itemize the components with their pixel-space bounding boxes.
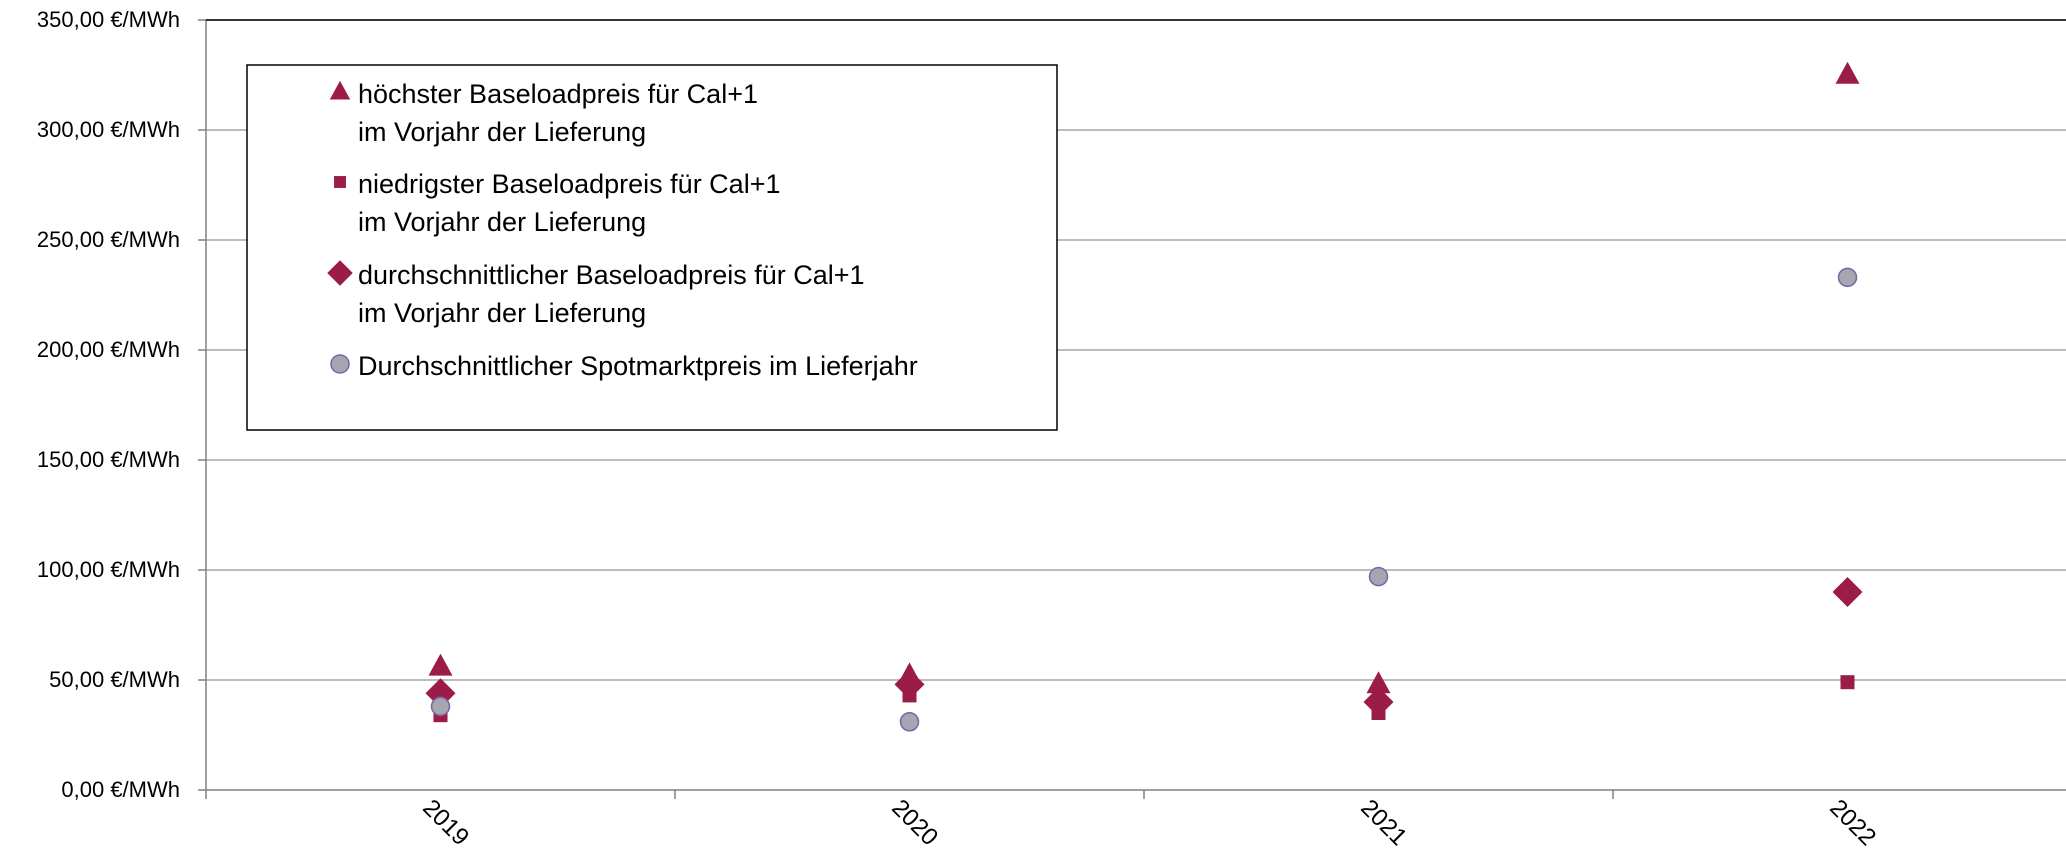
- y-tick-label: 300,00 €/MWh: [37, 117, 180, 142]
- y-axis-ticks: 0,00 €/MWh 50,00 €/MWh 100,00 €/MWh 150,00 …: [37, 7, 206, 802]
- square-point: [1840, 675, 1855, 690]
- x-tick-label: 2019: [417, 794, 474, 851]
- legend-item: Durchschnittlicher Spotmarktpreis im Lie…: [330, 351, 918, 381]
- y-tick-label: 250,00 €/MWh: [37, 227, 180, 252]
- legend-item: niedrigster Baseloadpreis für Cal+1 im Vo…: [334, 169, 780, 237]
- y-tick-label: 100,00 €/MWh: [37, 557, 180, 582]
- circle-point: [899, 712, 920, 732]
- diamond-legend-icon: [327, 260, 353, 286]
- circle-point: [1368, 566, 1389, 587]
- legend-label: durchschnittlicher Baseloadpreis für Cal…: [358, 260, 865, 290]
- y-tick-label: 150,00 €/MWh: [37, 447, 180, 472]
- axes: [205, 19, 2066, 799]
- diamond-point: [894, 669, 925, 700]
- circle-point: [1837, 267, 1858, 288]
- triangle-point: [1366, 671, 1391, 694]
- triangle-legend-icon: [329, 80, 351, 100]
- square-legend-icon: [334, 176, 346, 188]
- legend-label: im Vorjahr der Lieferung: [358, 117, 646, 147]
- legend-label: im Vorjahr der Lieferung: [358, 298, 646, 328]
- diamond-point: [1363, 687, 1394, 717]
- data-points: [425, 61, 1863, 732]
- x-tick-label: 2020: [886, 794, 943, 851]
- legend-label: im Vorjahr der Lieferung: [358, 207, 646, 237]
- legend-label: Durchschnittlicher Spotmarktpreis im Lie…: [358, 351, 918, 381]
- triangle-point: [428, 653, 453, 676]
- legend-label: niedrigster Baseloadpreis für Cal+1: [358, 169, 780, 199]
- triangle-point: [1835, 61, 1860, 84]
- x-tick-label: 2022: [1824, 794, 1881, 851]
- legend-label: höchster Baseloadpreis für Cal+1: [358, 79, 758, 109]
- legend-item: durchschnittlicher Baseloadpreis für Cal…: [327, 260, 865, 328]
- y-tick-label: 200,00 €/MWh: [37, 337, 180, 362]
- x-axis-labels: 2019 2020 2021 2022: [417, 794, 1881, 851]
- circle-legend-icon: [330, 354, 350, 374]
- legend: höchster Baseloadpreis für Cal+1 im Vorja…: [246, 64, 1058, 431]
- y-tick-label: 350,00 €/MWh: [37, 7, 180, 32]
- y-tick-label: 50,00 €/MWh: [49, 667, 180, 692]
- y-tick-label: 0,00 €/MWh: [61, 777, 180, 802]
- legend-item: höchster Baseloadpreis für Cal+1 im Vorja…: [329, 79, 758, 147]
- circle-point: [430, 696, 451, 717]
- x-tick-label: 2021: [1355, 794, 1412, 851]
- diamond-point: [1832, 577, 1863, 607]
- legend-box: [246, 64, 1058, 431]
